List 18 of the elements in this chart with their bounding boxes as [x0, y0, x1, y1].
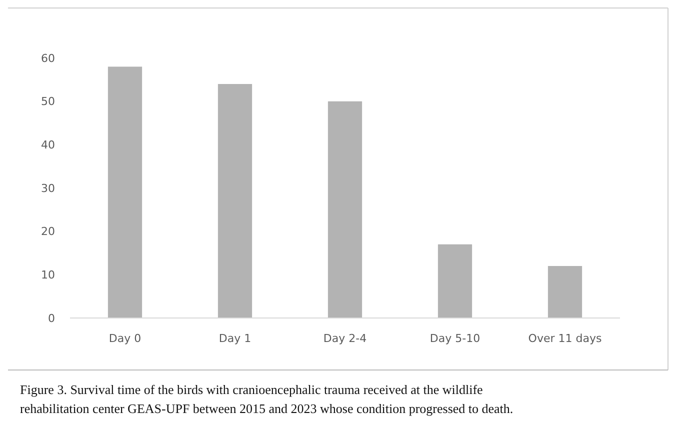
bar	[548, 266, 582, 318]
y-tick-label: 50	[41, 95, 55, 108]
x-tick-label: Day 0	[108, 332, 142, 345]
x-tick-label: Over 11 days	[528, 332, 602, 345]
bar	[108, 66, 142, 318]
y-tick-label: 60	[41, 52, 55, 65]
y-tick-label: 20	[41, 225, 55, 238]
y-tick-label: 30	[41, 182, 55, 195]
x-tick-label: Day 2-4	[323, 332, 367, 345]
bar	[218, 84, 252, 318]
y-tick-label: 10	[41, 268, 55, 282]
y-tick-label: 0	[48, 312, 55, 325]
x-tick-label: Day 1	[218, 332, 252, 345]
bar	[438, 244, 472, 318]
caption: Figure 3. Survival time of the birds with cranioencephalic trauma received at the wildlife rehabilitation center GEAS-UPF between 2015 and 2023 whose condition progressed to death.	[20, 382, 514, 416]
bar	[328, 101, 362, 318]
y-tick-label: 40	[41, 138, 55, 152]
x-tick-label: Day 5-10	[430, 332, 480, 345]
